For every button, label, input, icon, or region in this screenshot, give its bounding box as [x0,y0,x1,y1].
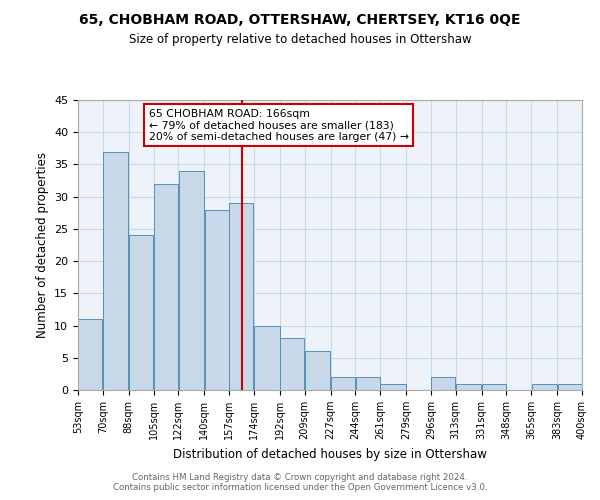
Text: 65, CHOBHAM ROAD, OTTERSHAW, CHERTSEY, KT16 0QE: 65, CHOBHAM ROAD, OTTERSHAW, CHERTSEY, K… [79,12,521,26]
Bar [280,338,304,390]
Bar [482,384,506,390]
Bar [380,384,406,390]
Bar [129,236,153,390]
Bar [331,377,355,390]
Bar [254,326,280,390]
Text: Contains HM Land Registry data © Crown copyright and database right 2024.
Contai: Contains HM Land Registry data © Crown c… [113,473,487,492]
Bar [79,319,103,390]
Text: Size of property relative to detached houses in Ottershaw: Size of property relative to detached ho… [128,32,472,46]
Text: 65 CHOBHAM ROAD: 166sqm
← 79% of detached houses are smaller (183)
20% of semi-d: 65 CHOBHAM ROAD: 166sqm ← 79% of detache… [149,108,409,142]
Bar [356,377,380,390]
X-axis label: Distribution of detached houses by size in Ottershaw: Distribution of detached houses by size … [173,448,487,460]
Bar [305,352,331,390]
Y-axis label: Number of detached properties: Number of detached properties [35,152,49,338]
Bar [532,384,557,390]
Bar [179,171,204,390]
Bar [456,384,481,390]
Bar [557,384,581,390]
Bar [205,210,229,390]
Bar [154,184,178,390]
Bar [431,377,455,390]
Bar [103,152,128,390]
Bar [229,203,253,390]
